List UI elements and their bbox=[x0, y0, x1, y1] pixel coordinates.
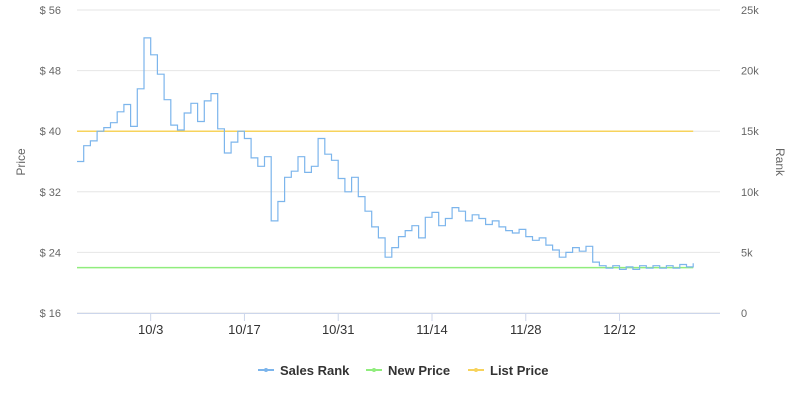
y-left-tick-label: $ 48 bbox=[40, 66, 61, 78]
legend-label: New Price bbox=[388, 363, 450, 378]
x-tick-label: 12/12 bbox=[603, 322, 636, 337]
series bbox=[77, 37, 694, 270]
y-left-tick-label: $ 16 bbox=[40, 308, 61, 320]
y-right-tick-label: 5k bbox=[741, 247, 753, 259]
axis-ticks: $ 16 $ 24 $ 32 $ 40 $ 48 $ 56 0 5k 10k 15k 20k 25k 1… bbox=[40, 5, 760, 337]
legend-marker bbox=[264, 368, 268, 372]
y-axis-right-title: Rank bbox=[773, 148, 787, 177]
x-tick-label: 10/17 bbox=[228, 322, 261, 337]
y-left-tick-label: $ 32 bbox=[40, 187, 61, 199]
legend-label: Sales Rank bbox=[280, 363, 350, 378]
y-right-tick-label: 10k bbox=[741, 187, 759, 199]
x-tick-label: 10/3 bbox=[138, 322, 163, 337]
y-right-tick-label: 15k bbox=[741, 126, 759, 138]
legend-label: List Price bbox=[490, 363, 549, 378]
y-right-tick-label: 20k bbox=[741, 66, 759, 78]
x-tick-label: 10/31 bbox=[322, 322, 355, 337]
y-left-tick-label: $ 40 bbox=[40, 126, 61, 138]
legend-item-sales-rank[interactable]: Sales Rank bbox=[258, 363, 350, 378]
legend-marker bbox=[474, 368, 478, 372]
series-line-sales-rank bbox=[77, 37, 694, 270]
x-tick-label: 11/14 bbox=[416, 322, 448, 337]
legend-item-list-price[interactable]: List Price bbox=[468, 363, 549, 378]
y-left-tick-label: $ 56 bbox=[40, 5, 61, 17]
y-right-tick-label: 25k bbox=[741, 5, 759, 17]
legend-marker bbox=[372, 368, 376, 372]
x-tick-label: 11/28 bbox=[510, 322, 542, 337]
legend[interactable]: Sales Rank New Price List Price bbox=[258, 363, 549, 378]
y-axis-left-title: Price bbox=[14, 148, 28, 176]
y-left-tick-label: $ 24 bbox=[40, 247, 61, 259]
y-right-tick-label: 0 bbox=[741, 308, 747, 320]
legend-item-new-price[interactable]: New Price bbox=[366, 363, 450, 378]
